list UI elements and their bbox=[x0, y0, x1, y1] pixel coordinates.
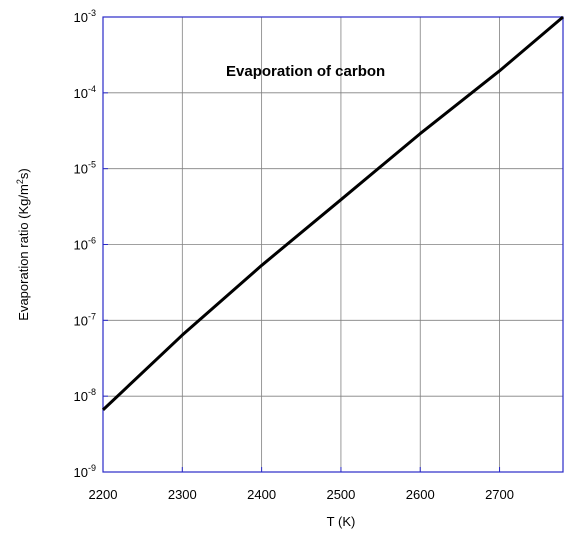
y-tick-label: 10-5 bbox=[74, 160, 96, 177]
x-tick-label: 2700 bbox=[485, 487, 514, 502]
x-tick-label: 2500 bbox=[326, 487, 355, 502]
y-tick-label: 10-7 bbox=[74, 311, 96, 328]
chart-annotation: Evaporation of carbon bbox=[226, 63, 385, 80]
y-axis-label-sup: 2 bbox=[15, 179, 25, 184]
y-tick-label: 10-3 bbox=[74, 8, 96, 25]
y-axis-label-main: Evaporation ratio (Kg/m bbox=[16, 184, 31, 321]
y-tick-label: 10-8 bbox=[74, 387, 96, 404]
x-tick-label: 2400 bbox=[247, 487, 276, 502]
x-axis-label: T (K) bbox=[327, 514, 356, 529]
y-axis-label: Evaporation ratio (Kg/m2s) bbox=[15, 168, 31, 320]
y-tick-label: 10-6 bbox=[74, 236, 96, 253]
x-tick-label: 2600 bbox=[406, 487, 435, 502]
y-tick-label: 10-4 bbox=[74, 84, 96, 101]
y-tick-label: 10-9 bbox=[74, 463, 96, 480]
x-tick-label: 2300 bbox=[168, 487, 197, 502]
y-axis-label-end: s) bbox=[16, 168, 31, 179]
series-line bbox=[101, 15, 564, 411]
x-tick-label: 2200 bbox=[89, 487, 118, 502]
